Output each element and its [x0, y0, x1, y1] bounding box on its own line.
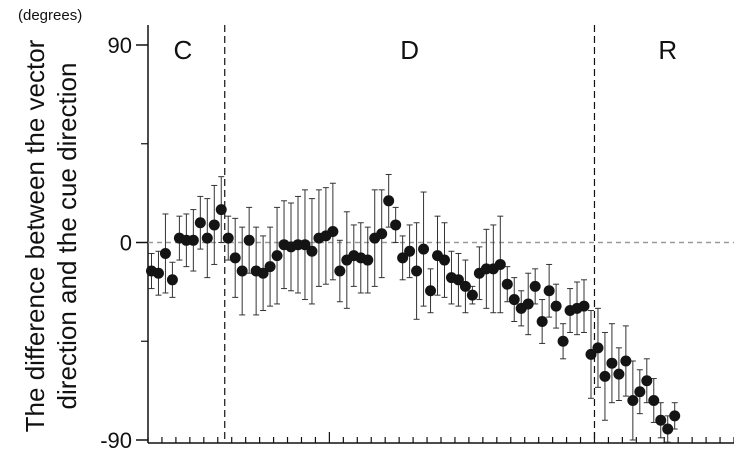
data-point-68 [620, 355, 632, 367]
data-point-33 [376, 228, 388, 240]
epoch-label-c: C [173, 35, 192, 65]
data-point-27 [334, 265, 346, 277]
data-point-42 [438, 254, 450, 266]
data-point-40 [425, 285, 437, 297]
data-point-37 [404, 245, 416, 257]
data-point-2 [159, 247, 171, 259]
data-point-18 [271, 250, 283, 262]
data-point-59 [557, 335, 569, 347]
data-point-12 [229, 252, 241, 264]
data-point-14 [243, 234, 255, 246]
y-axis-label: The difference between the vector direct… [20, 39, 82, 432]
data-point-58 [550, 300, 562, 312]
data-point-6 [187, 234, 199, 246]
data-point-63 [585, 348, 597, 360]
y-tick-label-1: 0 [120, 231, 132, 256]
data-point-54 [522, 298, 534, 310]
data-point-55 [529, 280, 541, 292]
data-point-69 [627, 395, 639, 406]
data-point-16 [257, 267, 269, 279]
data-point-35 [390, 219, 402, 231]
data-point-1 [152, 267, 164, 279]
data-point-57 [543, 285, 555, 297]
data-point-50 [494, 258, 506, 270]
data-point-62 [578, 300, 590, 312]
data-point-9 [208, 219, 220, 231]
data-point-31 [362, 254, 374, 266]
data-point-70 [634, 386, 646, 398]
data-point-56 [536, 316, 548, 327]
data-point-65 [599, 370, 611, 382]
data-point-11 [222, 232, 234, 244]
data-point-67 [613, 368, 625, 380]
data-point-71 [641, 375, 653, 387]
data-point-26 [327, 226, 339, 238]
data-point-64 [592, 342, 604, 354]
data-point-10 [215, 204, 227, 216]
data-point-8 [201, 232, 213, 244]
data-point-38 [411, 265, 423, 277]
y-tick-label-0: 90 [108, 33, 132, 58]
data-point-51 [501, 278, 513, 290]
data-point-17 [264, 261, 276, 273]
data-point-45 [459, 280, 471, 292]
data-point-23 [306, 245, 318, 257]
data-point-44 [452, 274, 464, 286]
data-point-73 [655, 414, 667, 426]
data-point-36 [397, 252, 409, 264]
epoch-label-d: D [400, 35, 419, 65]
y-tick-label-2: -90 [100, 428, 132, 450]
y-unit-label: (degrees) [18, 7, 82, 24]
data-point-66 [606, 357, 618, 369]
data-point-52 [508, 294, 520, 306]
y-axis-label-line1: The difference between the vector [20, 39, 50, 432]
data-point-39 [418, 243, 430, 255]
data-point-46 [466, 289, 478, 301]
data-point-3 [166, 274, 178, 286]
data-point-34 [383, 195, 395, 207]
data-point-13 [236, 265, 248, 277]
data-point-22 [299, 239, 311, 251]
data-point-75 [669, 410, 681, 422]
epoch-label-r: R [658, 35, 677, 65]
data-point-7 [194, 217, 206, 229]
y-axis-label-line2: direction and the cue direction [52, 63, 82, 410]
data-point-72 [648, 395, 660, 406]
data-point-74 [662, 423, 674, 435]
